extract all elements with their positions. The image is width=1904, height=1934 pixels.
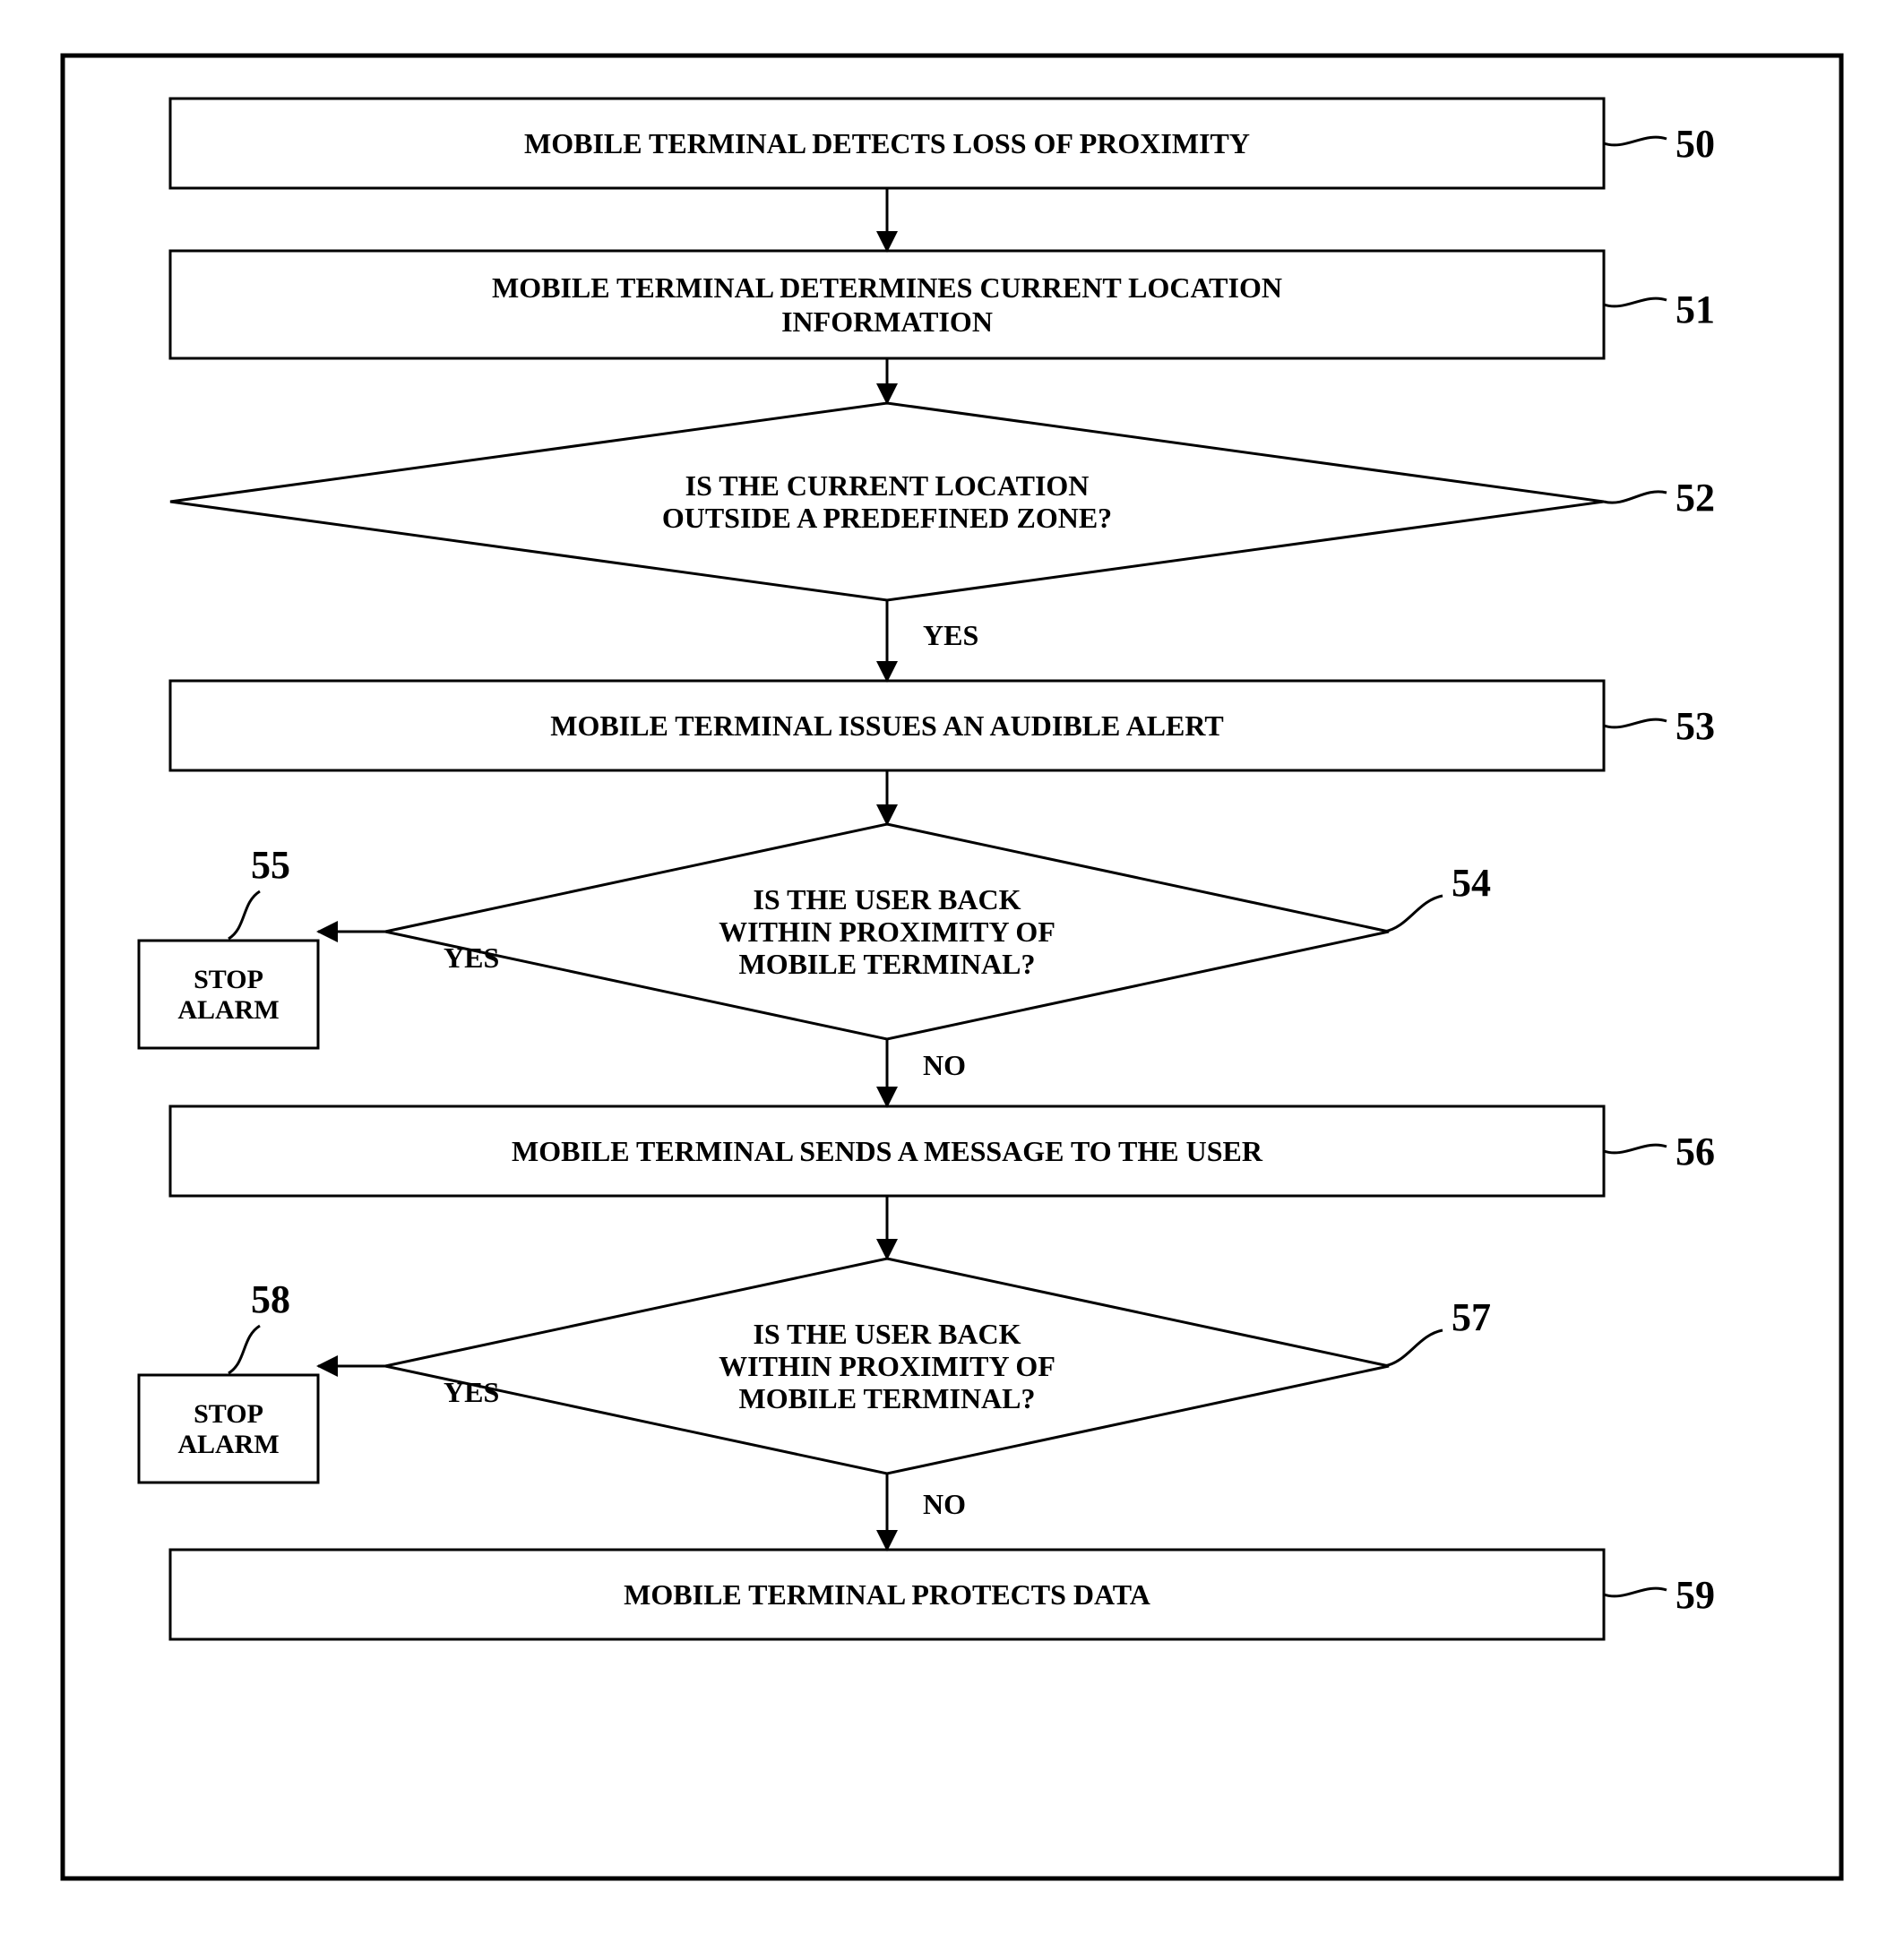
node-n54: IS THE USER BACKWITHIN PROXIMITY OFMOBIL… xyxy=(385,824,1389,1039)
node-text: OUTSIDE A PREDEFINED ZONE? xyxy=(662,502,1112,534)
node-n57: IS THE USER BACKWITHIN PROXIMITY OFMOBIL… xyxy=(385,1259,1389,1474)
node-text: WITHIN PROXIMITY OF xyxy=(719,915,1055,948)
node-n59: MOBILE TERMINAL PROTECTS DATA xyxy=(170,1550,1604,1639)
node-text: WITHIN PROXIMITY OF xyxy=(719,1350,1055,1382)
node-text: STOP xyxy=(194,1399,263,1429)
node-text: IS THE USER BACK xyxy=(753,883,1021,915)
node-text: MOBILE TERMINAL DETERMINES CURRENT LOCAT… xyxy=(492,271,1282,304)
ref-leader xyxy=(1384,896,1443,932)
ref-leader xyxy=(1604,298,1667,306)
ref-number: 53 xyxy=(1676,704,1715,748)
ref-number: 55 xyxy=(251,843,290,887)
edge-label: NO xyxy=(923,1049,966,1081)
node-n51: MOBILE TERMINAL DETERMINES CURRENT LOCAT… xyxy=(170,251,1604,358)
node-n50: MOBILE TERMINAL DETECTS LOSS OF PROXIMIT… xyxy=(170,99,1604,188)
node-text: INFORMATION xyxy=(781,305,993,338)
ref-leader xyxy=(1604,137,1667,145)
ref-number: 56 xyxy=(1676,1130,1715,1173)
ref-number: 58 xyxy=(251,1277,290,1321)
edge-label: NO xyxy=(923,1488,966,1520)
ref-leader xyxy=(228,891,260,939)
node-text: IS THE CURRENT LOCATION xyxy=(685,469,1090,502)
ref-number: 50 xyxy=(1676,122,1715,166)
ref-leader xyxy=(1604,1145,1667,1153)
node-n58: STOPALARM xyxy=(139,1375,318,1483)
ref-number: 52 xyxy=(1676,476,1715,520)
node-text: MOBILE TERMINAL SENDS A MESSAGE TO THE U… xyxy=(512,1135,1263,1167)
edge-label: YES xyxy=(923,619,978,651)
ref-number: 51 xyxy=(1676,288,1715,331)
node-n55: STOPALARM xyxy=(139,941,318,1048)
node-text: MOBILE TERMINAL? xyxy=(738,948,1035,980)
node-text: MOBILE TERMINAL? xyxy=(738,1382,1035,1414)
ref-number: 57 xyxy=(1452,1295,1491,1339)
node-text: STOP xyxy=(194,965,263,994)
ref-number: 54 xyxy=(1452,861,1491,905)
node-text: MOBILE TERMINAL ISSUES AN AUDIBLE ALERT xyxy=(550,709,1223,742)
edge-label: YES xyxy=(444,1376,499,1408)
ref-leader xyxy=(228,1326,260,1373)
ref-leader xyxy=(1604,1588,1667,1596)
node-n56: MOBILE TERMINAL SENDS A MESSAGE TO THE U… xyxy=(170,1106,1604,1196)
ref-number: 59 xyxy=(1676,1573,1715,1617)
node-text: ALARM xyxy=(177,1430,279,1459)
node-text: MOBILE TERMINAL PROTECTS DATA xyxy=(624,1578,1150,1611)
nodes: MOBILE TERMINAL DETECTS LOSS OF PROXIMIT… xyxy=(139,99,1604,1639)
node-n53: MOBILE TERMINAL ISSUES AN AUDIBLE ALERT xyxy=(170,681,1604,770)
node-text: IS THE USER BACK xyxy=(753,1318,1021,1350)
node-text: MOBILE TERMINAL DETECTS LOSS OF PROXIMIT… xyxy=(524,127,1250,159)
node-text: ALARM xyxy=(177,995,279,1025)
edge-label: YES xyxy=(444,941,499,974)
node-n52: IS THE CURRENT LOCATIONOUTSIDE A PREDEFI… xyxy=(170,403,1604,600)
ref-leader xyxy=(1384,1330,1443,1366)
ref-leader xyxy=(1604,492,1667,503)
ref-leader xyxy=(1604,719,1667,727)
